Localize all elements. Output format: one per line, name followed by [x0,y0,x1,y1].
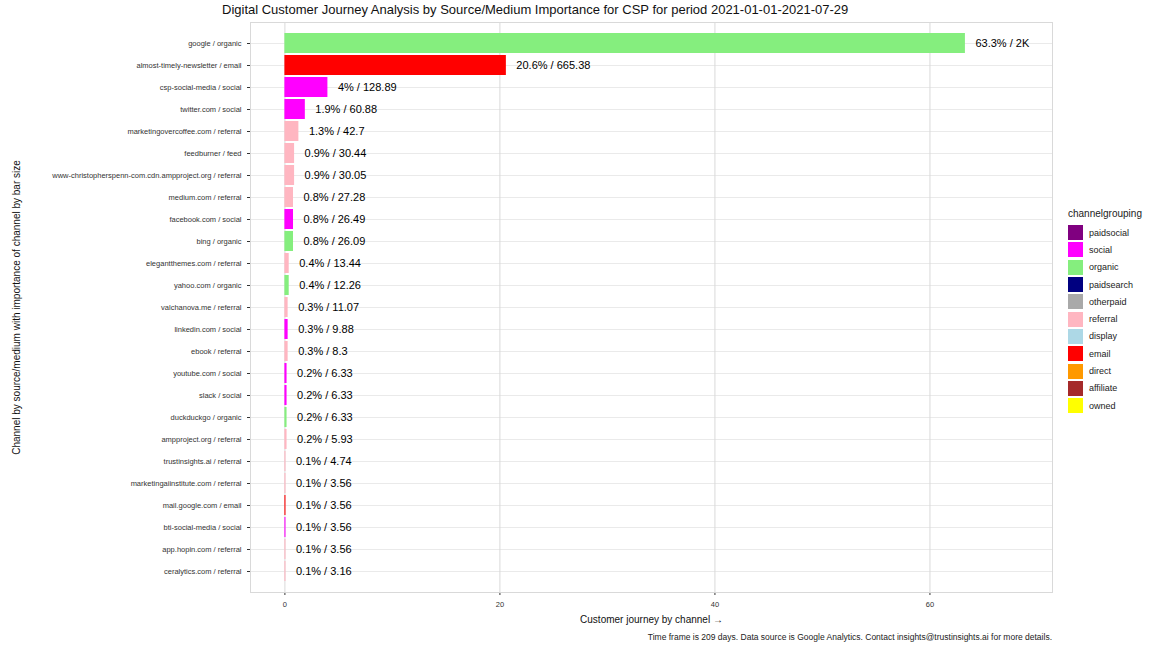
svg-text:almost-timely-newsletter / ema: almost-timely-newsletter / email [136,61,241,70]
svg-text:google / organic: google / organic [188,39,242,48]
html-text:Digital Customer Journey Analy: Digital Customer Journey Analysis by Sou… [222,2,849,17]
svg-text:0: 0 [283,600,287,609]
svg-text:youtube.com / social: youtube.com / social [173,369,242,378]
svg-text:40: 40 [711,600,719,609]
html-text:otherpaid: otherpaid [1089,296,1127,307]
svg-text:marketingaiinstitute.com / ref: marketingaiinstitute.com / referral [131,479,242,488]
html-text:paidsearch: paidsearch [1089,279,1133,290]
html-text:display: display [1089,331,1117,342]
svg-text:Channel by source/medium with: Channel by source/medium with importance… [11,160,22,455]
html-text:direct: direct [1089,366,1111,376]
svg-text:0.2% / 6.33: 0.2% / 6.33 [297,389,353,401]
svg-text:0.8% / 26.09: 0.8% / 26.09 [304,235,366,247]
svg-text:linkedin.com / social: linkedin.com / social [174,325,241,334]
html-text:organic: organic [1089,262,1119,273]
svg-text:0.3% / 11.07: 0.3% / 11.07 [298,301,359,313]
svg-text:0.2% / 5.93: 0.2% / 5.93 [297,433,353,445]
svg-text:63.3% / 2K: 63.3% / 2K [975,37,1029,49]
svg-text:slack / social: slack / social [199,391,242,400]
svg-text:1.3% / 42.7: 1.3% / 42.7 [309,125,365,137]
svg-text:ampproject.org / referral: ampproject.org / referral [161,435,241,444]
svg-text:0.2% / 6.33: 0.2% / 6.33 [297,411,353,423]
svg-text:20: 20 [496,600,504,609]
html-text:referral: referral [1089,314,1118,325]
svg-text:0.3% / 9.88: 0.3% / 9.88 [298,323,354,335]
html-text:channelgrouping: channelgrouping [1068,208,1142,219]
svg-text:0.1% / 3.56: 0.1% / 3.56 [296,521,352,533]
svg-text:elegantthemes.com / referral: elegantthemes.com / referral [146,259,242,268]
html-text:social: social [1089,244,1112,255]
svg-text:feedburner / feed: feedburner / feed [184,149,241,158]
svg-text:0.1% / 4.74: 0.1% / 4.74 [296,455,352,467]
svg-text:facebook.com / social: facebook.com / social [169,215,241,224]
svg-text:yahoo.com / organic: yahoo.com / organic [174,281,242,290]
svg-text:duckduckgo / organic: duckduckgo / organic [171,413,242,422]
svg-text:valchanova.me / referral: valchanova.me / referral [161,303,242,312]
svg-text:ebook / referral: ebook / referral [191,347,242,356]
svg-text:ceralytics.com / referral: ceralytics.com / referral [164,567,242,576]
svg-text:Customer journey by channel →: Customer journey by channel → [580,614,723,625]
svg-text:0.2% / 6.33: 0.2% / 6.33 [297,367,353,379]
svg-text:bing / organic: bing / organic [196,237,241,246]
svg-text:app.hopin.com / referral: app.hopin.com / referral [162,545,242,554]
svg-text:0.9% / 30.44: 0.9% / 30.44 [305,147,367,159]
html-text:Time frame is 209 days. Data s: Time frame is 209 days. Data source is G… [647,632,1052,642]
svg-text:0.1% / 3.16: 0.1% / 3.16 [296,565,352,577]
svg-text:1.9% / 60.88: 1.9% / 60.88 [315,103,377,115]
svg-text:medium.com / referral: medium.com / referral [169,193,242,202]
svg-text:trustinsights.ai / referral: trustinsights.ai / referral [164,457,242,466]
svg-text:0.3% / 8.3: 0.3% / 8.3 [298,345,348,357]
svg-text:www-christopherspenn-com.cdn.a: www-christopherspenn-com.cdn.ampproject.… [51,171,242,180]
svg-text:20.6% / 665.38: 20.6% / 665.38 [516,59,590,71]
svg-text:marketingovercoffee.com / refe: marketingovercoffee.com / referral [127,127,241,136]
svg-text:0.1% / 3.56: 0.1% / 3.56 [296,543,352,555]
svg-text:0.8% / 26.49: 0.8% / 26.49 [304,213,366,225]
svg-text:0.9% / 30.05: 0.9% / 30.05 [305,169,367,181]
svg-text:60: 60 [926,600,934,609]
svg-text:twitter.com / social: twitter.com / social [180,105,242,114]
svg-text:csp-social-media / social: csp-social-media / social [160,83,242,92]
svg-text:0.8% / 27.28: 0.8% / 27.28 [304,191,366,203]
html-text:owned: owned [1089,400,1116,411]
svg-text:bti-social-media / social: bti-social-media / social [164,523,242,532]
svg-text:0.1% / 3.56: 0.1% / 3.56 [296,499,352,511]
svg-text:4% / 128.89: 4% / 128.89 [338,81,397,93]
html-text:paidsocial: paidsocial [1089,227,1129,238]
svg-text:0.4% / 12.26: 0.4% / 12.26 [299,279,361,291]
html-text:email: email [1089,348,1111,359]
svg-text:mail.google.com / email: mail.google.com / email [163,501,242,510]
svg-text:0.4% / 13.44: 0.4% / 13.44 [299,257,361,269]
svg-text:0.1% / 3.56: 0.1% / 3.56 [296,477,352,489]
html-text:affiliate: affiliate [1089,383,1118,394]
